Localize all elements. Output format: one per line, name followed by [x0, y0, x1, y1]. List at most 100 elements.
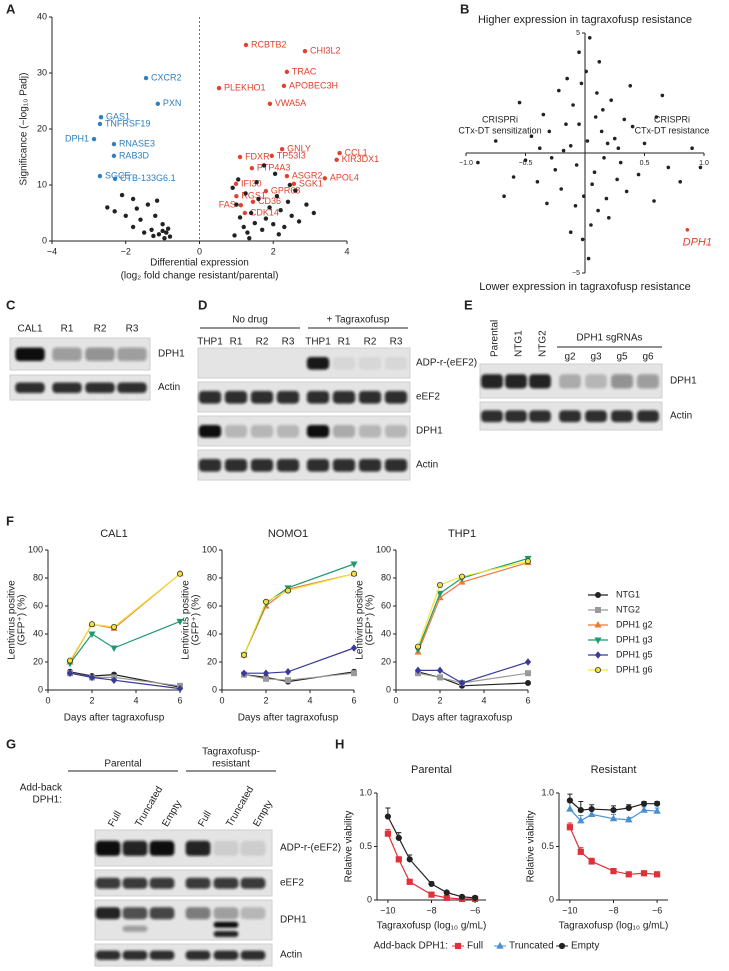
band: [213, 931, 239, 937]
marker: [66, 669, 74, 677]
point: [624, 189, 629, 194]
point: [162, 236, 167, 241]
point-label: ASGR2: [292, 170, 323, 180]
point-label: CCL1: [345, 147, 368, 157]
band: [122, 840, 148, 856]
point: [589, 223, 593, 227]
point: [112, 209, 117, 214]
blot-background: [94, 899, 273, 941]
point: [622, 117, 627, 122]
point-label: CXCR2: [151, 72, 182, 82]
point: [274, 194, 280, 199]
point: [541, 112, 546, 117]
point-label: APOL4: [330, 173, 359, 183]
lane-label: R3: [390, 337, 403, 348]
point-label: FAS: [219, 200, 236, 210]
point-label: RNASE3: [119, 138, 155, 148]
x-axis-label: (log₂ fold change resistant/parental): [121, 271, 279, 282]
marker: [436, 582, 443, 589]
point: [582, 194, 586, 198]
marker: [454, 942, 462, 950]
y-axis-label: Relative viability: [526, 811, 537, 883]
x-tick-label: 4: [344, 246, 349, 256]
point: [236, 177, 241, 182]
band: [213, 907, 239, 920]
band: [240, 840, 266, 856]
point: [271, 222, 276, 227]
line: [417, 671, 529, 687]
x-tick-label: 2: [89, 695, 94, 705]
point-label: PTP4A3: [257, 163, 291, 173]
band: [224, 459, 248, 472]
marker: [566, 824, 573, 831]
y-tick-label: 20: [33, 656, 43, 666]
y-tick-label: 20: [207, 656, 217, 666]
point: [597, 60, 602, 64]
y-tick-label: 100: [376, 544, 391, 554]
marker: [588, 805, 595, 813]
y-axis-label: (GFP⁺) (%): [365, 595, 376, 646]
marker: [67, 657, 74, 664]
x-tick-label: −4: [47, 246, 57, 256]
point: [580, 237, 585, 242]
marker: [240, 652, 247, 659]
point: [615, 177, 619, 182]
point: [571, 103, 575, 107]
point-label: APOBEC3H: [289, 80, 338, 90]
subplot-title: Resistant: [591, 764, 637, 776]
point-label: FDXR: [245, 151, 270, 161]
marker: [458, 893, 466, 900]
y-tick-label: 0: [367, 894, 372, 904]
marker: [284, 677, 291, 684]
point: [145, 202, 151, 207]
y-tick-label: 20: [381, 656, 391, 666]
row-label: eEF2: [280, 878, 304, 889]
panel-label: D: [198, 297, 207, 312]
point: [612, 136, 617, 141]
row-label: Actin: [416, 460, 438, 471]
point: [291, 181, 297, 187]
marker: [350, 670, 357, 677]
marker: [176, 618, 184, 626]
y-tick-label: 60: [33, 600, 43, 610]
marker: [525, 680, 532, 687]
band: [117, 347, 147, 362]
legend-label: DPH1 g6: [616, 664, 653, 674]
point: [143, 75, 149, 81]
lane-label: Full: [196, 809, 214, 828]
marker: [262, 598, 269, 605]
point: [601, 108, 605, 112]
marker: [436, 666, 444, 675]
band: [15, 382, 45, 393]
point: [605, 141, 610, 146]
left-label: CRISPRi: [482, 114, 518, 124]
point: [322, 176, 328, 181]
panel-label: G: [6, 736, 16, 751]
line: [417, 562, 529, 653]
point: [636, 172, 641, 177]
point: [607, 216, 611, 220]
marker: [610, 868, 617, 875]
y-tick-label: 0: [549, 894, 554, 904]
point: [573, 204, 578, 208]
x-tick-label: 1.0: [699, 160, 709, 167]
y-tick-label: 10: [37, 179, 47, 189]
x-tick-label: −6: [470, 905, 480, 915]
legend-label: NTG2: [616, 604, 640, 614]
point-label: SGK1: [299, 178, 323, 188]
marker: [577, 848, 584, 855]
bottom-label: Lower expression in tagraxofusp resistan…: [479, 281, 691, 293]
x-tick-label: 4: [307, 695, 312, 705]
band: [559, 410, 581, 423]
x-tick-label: 0: [393, 695, 398, 705]
y-tick-label: 0: [42, 235, 47, 245]
line: [417, 672, 529, 684]
band: [250, 459, 274, 472]
y-tick-label: 0.5: [541, 841, 554, 851]
point: [577, 50, 581, 54]
group-label: resistant: [212, 759, 250, 770]
point: [289, 213, 294, 218]
band: [358, 459, 382, 472]
band: [85, 382, 115, 393]
blot-background: [94, 943, 273, 967]
